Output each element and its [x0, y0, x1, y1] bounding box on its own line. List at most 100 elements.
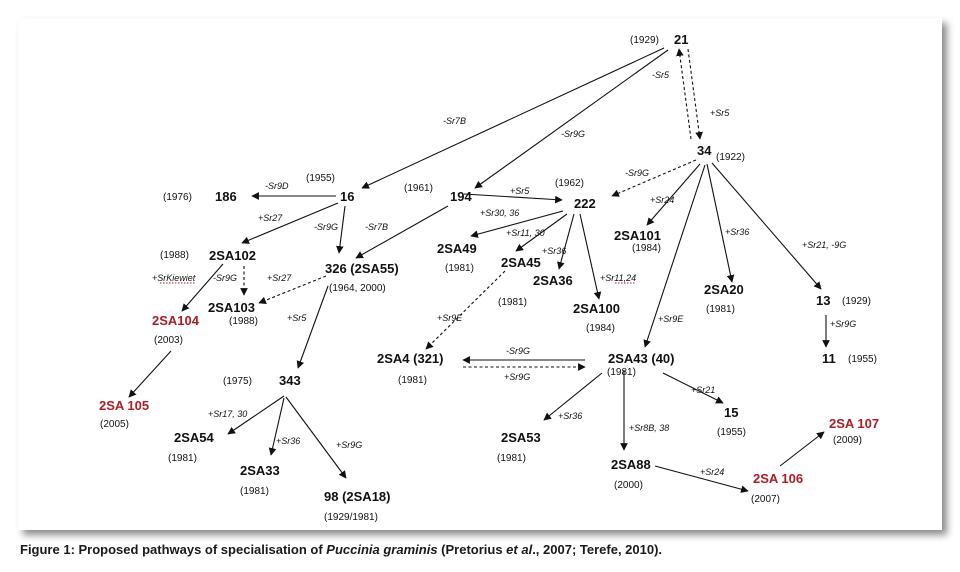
node-label: 34 — [697, 143, 712, 158]
node-343: 343 (1975) — [223, 373, 301, 388]
nodes: 21 (1929) 34 (1922) 16 (1955) 186 (1976)… — [99, 32, 879, 523]
caption-etal: et al — [506, 542, 533, 557]
edge-label: +Sr24 — [650, 195, 674, 205]
node-13: 13 (1929) — [816, 293, 871, 308]
edge-222-2SA45 — [515, 213, 568, 252]
caption-prefix: Figure 1: Proposed pathways of specialis… — [20, 542, 327, 557]
edge-34-2SA101 — [646, 163, 701, 226]
edge-222-2SA100 — [579, 213, 602, 300]
node-label: 15 — [724, 405, 738, 420]
node-year: (1981) — [398, 375, 427, 386]
node-label: 194 — [450, 189, 472, 204]
edge-16-326 — [336, 205, 346, 254]
node-21: 21 (1929) — [630, 32, 688, 47]
node-label: 2SA 107 — [829, 416, 879, 431]
node-label: 13 — [816, 293, 830, 308]
node-year: (1964, 2000) — [329, 283, 386, 294]
node-label: 2SA104 — [152, 313, 200, 328]
edge-21-16 — [361, 47, 665, 189]
node-year: (2003) — [154, 335, 183, 346]
edge-2SA88-2SA106 — [654, 465, 749, 493]
node-2SA103: 2SA103 (1988) — [208, 300, 258, 327]
edge-222-2SA49 — [470, 210, 564, 238]
node-2SA45: 2SA45 (1981) — [498, 255, 541, 308]
node-label: 11 — [822, 351, 836, 366]
node-label: 343 — [279, 373, 301, 388]
edge-label: +Sr27 — [267, 273, 292, 283]
edge-343-2SA54 — [227, 395, 285, 435]
edge-222-2SA36 — [557, 213, 575, 270]
node-label: 2SA100 — [573, 301, 620, 316]
edge-2SA104-2SA105 — [128, 350, 172, 398]
node-year: (1988) — [229, 316, 258, 327]
node-11: 11 (1955) — [822, 351, 877, 366]
edge-label: +Sr21, -9G — [802, 240, 846, 250]
node-year: (1984) — [632, 243, 661, 254]
figure-caption: Figure 1: Proposed pathways of specialis… — [20, 542, 662, 557]
node-year: (2000) — [614, 480, 643, 491]
edge-label: +Sr24 — [700, 467, 724, 477]
node-year: (1961) — [404, 183, 433, 194]
node-label: 2SA 106 — [753, 471, 803, 486]
node-year: (1981) — [240, 486, 269, 497]
edge-label: -Sr7B — [365, 222, 388, 232]
node-2SA104: 2SA104 (2003) — [152, 313, 200, 346]
caption-species: Puccinia graminis — [326, 542, 438, 557]
edge-194-222 — [463, 193, 563, 204]
node-15: 15 (1955) — [717, 405, 746, 438]
node-label: 186 — [215, 189, 237, 204]
edge-343-98 — [285, 396, 347, 479]
node-year: (1988) — [160, 250, 189, 261]
edge-label: +Sr9E — [437, 313, 463, 323]
edge-label: +Sr36 — [542, 246, 566, 256]
node-2SA33: 2SA33 (1981) — [240, 463, 280, 497]
edge-2SA102-2SA104 — [181, 263, 224, 312]
edge-label: +Sr17, 30 — [208, 409, 247, 419]
edge-34-2SA43 — [643, 164, 706, 348]
node-year: (1955) — [306, 173, 335, 184]
node-year: (1975) — [223, 376, 252, 387]
edge-label: -Sr9G — [561, 129, 585, 139]
node-2SA36: 2SA36 — [533, 273, 573, 288]
edge-326-343 — [296, 285, 329, 369]
edge-2SA106-2SA107 — [779, 431, 825, 467]
node-194: 194 (1961) — [404, 183, 472, 204]
node-16: 16 (1955) — [306, 173, 354, 204]
edge-label: +SrKiewiet — [152, 273, 196, 283]
node-label: 21 — [674, 32, 688, 47]
edge-label: -Sr9G — [625, 168, 649, 178]
node-year: (1981) — [497, 453, 526, 464]
node-34: 34 (1922) — [697, 143, 745, 163]
edge-34-222 — [611, 159, 697, 197]
edge-label: +Sr21 — [691, 385, 715, 395]
node-222: 222 (1962) — [555, 178, 596, 211]
edge-label: +Sr27 — [258, 213, 283, 223]
node-2SA101: 2SA101 (1984) — [614, 228, 661, 254]
edge-16-2SA102 — [241, 202, 339, 244]
edge-label: +Sr36 — [725, 227, 749, 237]
node-label: 2SA36 — [533, 273, 573, 288]
node-year: (2009) — [833, 435, 862, 446]
node-label: 2SA4 (321) — [377, 351, 443, 366]
edge-194-326 — [355, 205, 449, 259]
pathway-diagram: -Sr5 +Sr5 -Sr7B -Sr9G -Sr9G +Sr24 +Sr36 … — [99, 32, 879, 523]
node-year: (1981) — [607, 367, 636, 378]
edge-labels: -Sr5 +Sr5 -Sr7B -Sr9G -Sr9G +Sr24 +Sr36 … — [152, 70, 856, 477]
node-label: 2SA20 — [704, 282, 744, 297]
node-year: (1981) — [445, 263, 474, 274]
edge-label: +Sr9G — [504, 372, 530, 382]
node-2SA43-40: 2SA43 (40) (1981) — [607, 351, 674, 378]
node-year: (1922) — [716, 152, 745, 163]
edge-label: +Sr36 — [276, 436, 300, 446]
node-label: 2SA102 — [209, 248, 256, 263]
node-label: 2SA54 — [174, 430, 215, 445]
edge-label: +Sr11,24 — [600, 273, 636, 283]
edge-2SA43-2SA53 — [543, 372, 603, 421]
edge-2SA45-2SA4 — [425, 270, 506, 350]
edge-label: +Sr30, 36 — [480, 208, 519, 218]
edge-label: +Sr8B, 38 — [629, 423, 669, 433]
node-label: 2SA43 (40) — [608, 351, 674, 366]
node-year: (1981) — [168, 453, 197, 464]
node-label: 2SA49 — [437, 241, 477, 256]
edge-label: -Sr9G — [506, 346, 530, 356]
